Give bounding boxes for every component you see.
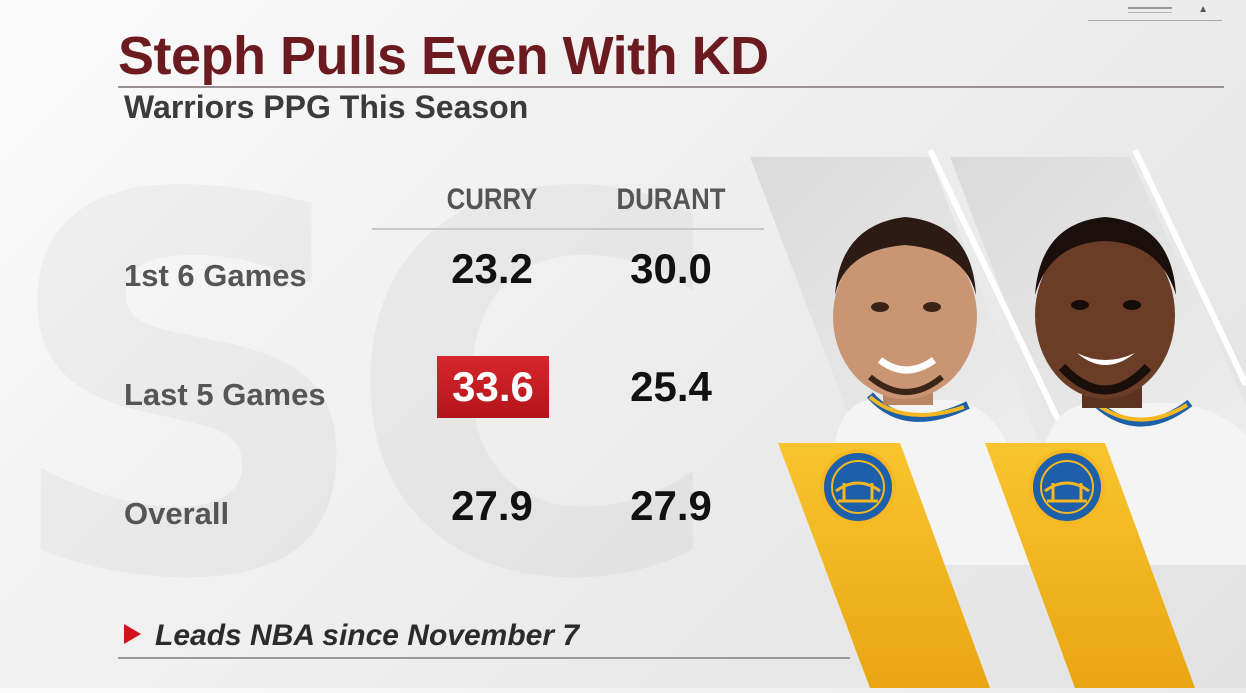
column-header-curry: CURRY [446, 183, 538, 216]
footer-note: Leads NBA since November 7 [124, 618, 579, 654]
header-divider [372, 228, 764, 230]
row-label-overall: Overall [124, 496, 230, 531]
durant-overall-value: 27.9 [630, 482, 712, 529]
title-divider [118, 86, 1224, 88]
durant-first-6-value: 30.0 [630, 245, 712, 292]
row-label-first-6-games: 1st 6 Games [124, 258, 307, 293]
scroll-up-arrow-icon[interactable]: ▲ [1198, 4, 1208, 15]
footer-text: Leads NBA since November 7 [155, 619, 580, 652]
curry-last-5-value: 33.6 [452, 363, 534, 410]
column-header-durant: DURANT [616, 183, 726, 216]
warriors-logo-icon [1029, 449, 1105, 525]
highlight-box [437, 356, 549, 418]
top-right-controls: ▲ [1088, 0, 1222, 22]
durant-last-5-value: 25.4 [630, 363, 712, 410]
footer-divider [118, 657, 850, 659]
player-photos [750, 148, 1246, 688]
page-subtitle: Warriors PPG This Season [124, 89, 529, 125]
page-title: Steph Pulls Even With KD [118, 26, 769, 86]
red-triangle-icon [124, 624, 141, 645]
row-label-last-5-games: Last 5 Games [124, 377, 326, 412]
curry-overall-value: 27.9 [451, 482, 533, 529]
curry-first-6-value: 23.2 [451, 245, 533, 292]
warriors-logo-icon [820, 449, 896, 525]
